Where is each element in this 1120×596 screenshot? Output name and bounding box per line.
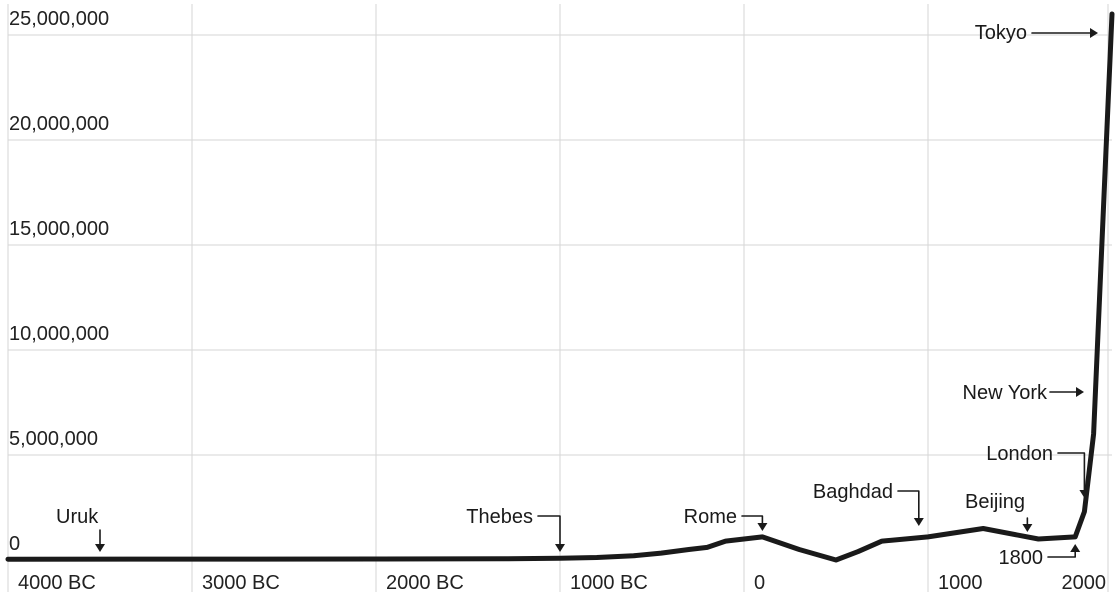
annotation-label: 1800	[999, 547, 1044, 569]
annotation: Baghdad	[813, 481, 924, 526]
y-tick-label: 20,000,000	[9, 113, 109, 135]
arrow-head	[555, 544, 565, 552]
annotation: Uruk	[56, 506, 105, 552]
annotation: New York	[963, 382, 1084, 404]
annotation-label: Tokyo	[975, 22, 1027, 44]
arrow-head	[1022, 524, 1033, 532]
annotation: Beijing	[965, 491, 1033, 532]
x-tick-label: 4000 BC	[18, 572, 96, 594]
x-tick-label: 2000 BC	[386, 572, 464, 594]
arrow-head	[757, 523, 768, 531]
annotation-label: Beijing	[965, 491, 1025, 513]
x-tick-label: 0	[754, 572, 765, 594]
y-axis-ticks: 0 5,000,000 10,000,000 15,000,000 20,000,000…	[9, 8, 109, 555]
annotation-label: New York	[963, 382, 1048, 404]
series-line	[5, 11, 1115, 563]
annotation: 1800	[999, 544, 1081, 569]
arrow-head	[1070, 544, 1081, 552]
arrow-head	[913, 518, 924, 526]
annotation-label: Baghdad	[813, 481, 893, 503]
annotation-arrow	[537, 515, 561, 551]
y-tick-label: 0	[9, 533, 20, 555]
arrow-head	[95, 544, 105, 552]
x-tick-label: 1000 BC	[570, 572, 648, 594]
series-layer	[5, 11, 1115, 563]
y-tick-label: 5,000,000	[9, 428, 98, 450]
annotation-label: Rome	[684, 506, 737, 528]
annotation: London	[986, 443, 1090, 498]
y-tick-label: 15,000,000	[9, 218, 109, 240]
annotation: Rome	[684, 506, 768, 531]
annotation-arrow	[897, 490, 920, 525]
annotation: Thebes	[466, 506, 565, 552]
annotation: Tokyo	[975, 22, 1098, 44]
annotation-arrow	[1057, 452, 1086, 497]
arrow-head	[1076, 387, 1084, 397]
annotation-label: London	[986, 443, 1053, 465]
x-tick-label: 2000	[1062, 572, 1107, 594]
y-tick-label: 10,000,000	[9, 323, 109, 345]
arrow-head	[1079, 490, 1090, 498]
x-tick-label: 3000 BC	[202, 572, 280, 594]
grid	[7, 4, 1112, 592]
annotation-label: Thebes	[466, 506, 533, 528]
annotations: Uruk Thebes Rome Baghdad Beijing London 1800 Ne…	[56, 22, 1098, 569]
x-tick-label: 1000	[938, 572, 983, 594]
x-axis-ticks: 4000 BC 3000 BC 2000 BC 1000 BC 0 1000 2000	[18, 572, 1106, 594]
arrow-head	[1090, 28, 1098, 38]
annotation-label: Uruk	[56, 506, 99, 528]
annotation-arrow	[741, 515, 764, 530]
y-tick-label: 25,000,000	[9, 8, 109, 30]
